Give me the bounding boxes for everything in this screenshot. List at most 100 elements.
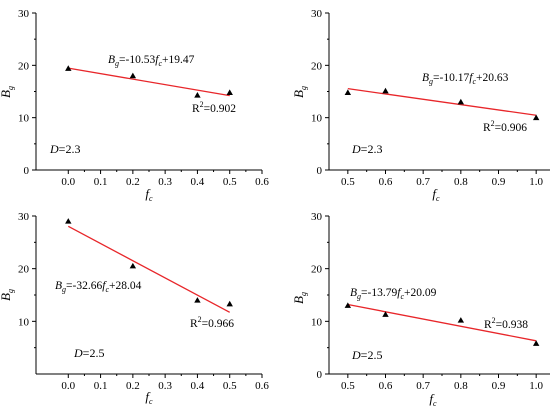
y-axis-label-base: B xyxy=(291,296,306,304)
x-axis-label-sub: c xyxy=(436,194,440,203)
equation-var-sub: c xyxy=(105,285,109,294)
x-tick-label: 0.9 xyxy=(492,176,506,188)
d-value: =2.3 xyxy=(59,142,81,156)
equation-coefficient: =-13.79 xyxy=(361,287,397,299)
data-point xyxy=(226,300,233,307)
x-axis-label: fc xyxy=(145,389,153,406)
x-axis-label-sub: c xyxy=(433,399,437,408)
x-tick-label: 0.6 xyxy=(379,380,393,392)
x-tick-label: 0.5 xyxy=(223,380,237,392)
d-value: =2.3 xyxy=(361,142,383,156)
y-tick-label: 20 xyxy=(311,60,323,72)
y-tick-label: 0 xyxy=(24,165,30,177)
equation-intercept: +20.63 xyxy=(476,72,509,84)
equation-lhs-sub: g xyxy=(429,77,433,86)
x-axis-label-sub: c xyxy=(149,397,153,406)
r-squared-sup: 2 xyxy=(491,119,495,128)
x-axis-label-base: f xyxy=(145,186,151,201)
data-point xyxy=(65,218,72,224)
x-axis-label-base: f xyxy=(429,391,435,406)
r-squared-sup: 2 xyxy=(492,316,496,325)
equation-var-sub: c xyxy=(158,59,162,68)
y-tick-label: 10 xyxy=(311,316,323,328)
y-tick-label: 20 xyxy=(311,264,323,276)
x-tick-label: 0.2 xyxy=(126,380,140,392)
x-tick-label: 0.4 xyxy=(191,380,205,392)
y-tick-label: 30 xyxy=(18,8,30,20)
x-axis-label: fc xyxy=(145,186,153,203)
y-axis-label-sub: g xyxy=(299,292,308,296)
y-tick-label: 0 xyxy=(317,165,323,177)
chart-panel-1: 0.00.10.20.30.40.50.60102030BgfcBg=-10.5… xyxy=(0,8,269,203)
equation-intercept: +28.04 xyxy=(109,280,142,292)
equation-lhs: B xyxy=(350,287,357,299)
equation-coefficient: =-32.66 xyxy=(66,280,102,292)
equation-var: f xyxy=(469,72,474,84)
x-axis-label: fc xyxy=(429,391,437,408)
r-squared-prefix: R xyxy=(190,318,198,330)
r-squared-label: R2=0.906 xyxy=(483,119,527,134)
d-value: =2.5 xyxy=(361,348,383,362)
y-axis-label-base: B xyxy=(0,293,13,301)
x-tick-label: 0.7 xyxy=(416,380,430,392)
x-tick-label: 1.0 xyxy=(529,380,543,392)
equation-coefficient: =-10.53 xyxy=(119,54,155,66)
data-point xyxy=(65,65,72,71)
equation-var: f xyxy=(102,280,107,292)
d-var: D xyxy=(351,348,361,362)
y-tick-label: 20 xyxy=(18,60,30,72)
x-tick-label: 0.9 xyxy=(492,380,506,392)
r-squared-sup: 2 xyxy=(198,315,202,324)
y-tick-label: 20 xyxy=(18,264,30,276)
x-axis-label-base: f xyxy=(145,389,151,404)
x-axis-label-sub: c xyxy=(149,194,153,203)
r-squared-value: =0.966 xyxy=(202,318,235,330)
data-point xyxy=(129,262,137,269)
x-tick-label: 0.6 xyxy=(255,176,269,188)
equation-lhs: B xyxy=(108,54,115,66)
data-point xyxy=(457,98,465,105)
y-axis-label-sub: g xyxy=(6,289,15,293)
y-tick-label: 30 xyxy=(311,211,323,223)
d-var: D xyxy=(73,346,83,360)
equation-var: f xyxy=(397,287,402,299)
equation-lhs: B xyxy=(422,72,429,84)
equation-lhs-sub: g xyxy=(62,285,66,294)
x-tick-label: 0.0 xyxy=(61,380,75,392)
d-var: D xyxy=(49,142,59,156)
y-tick-label: 0 xyxy=(317,369,323,381)
equation-var: f xyxy=(155,54,160,66)
fit-equation: Bg=-32.66fc+28.04 xyxy=(55,280,142,294)
x-axis-label: fc xyxy=(432,186,440,203)
y-tick-label: 10 xyxy=(18,113,30,125)
fit-equation: Bg=-13.79fc+20.09 xyxy=(350,287,437,301)
data-point xyxy=(532,340,540,346)
x-tick-label: 0.8 xyxy=(454,176,468,188)
d-value: =2.5 xyxy=(83,346,105,360)
y-axis-label: Bg xyxy=(0,289,15,301)
y-tick-label: 10 xyxy=(311,113,323,125)
x-tick-label: 0.4 xyxy=(191,176,205,188)
equation-lhs-sub: g xyxy=(115,59,119,68)
equation-lhs: B xyxy=(55,280,62,292)
y-axis-label-base: B xyxy=(291,90,306,98)
y-axis-label: Bg xyxy=(291,86,308,98)
r-squared-label: R2=0.938 xyxy=(484,316,528,331)
y-axis-label: Bg xyxy=(0,86,15,98)
x-tick-label: 0.7 xyxy=(416,176,430,188)
fractal-dimension-label: D=2.3 xyxy=(351,142,382,156)
data-point xyxy=(226,89,233,95)
data-point xyxy=(382,311,389,317)
fit-line xyxy=(68,67,230,97)
r-squared-value: =0.906 xyxy=(495,122,528,134)
y-axis-label-sub: g xyxy=(6,86,15,90)
r-squared-sup: 2 xyxy=(200,100,204,109)
x-tick-label: 0.6 xyxy=(379,176,393,188)
equation-intercept: +19.47 xyxy=(162,54,195,66)
y-axis-label: Bg xyxy=(291,292,308,304)
fit-equation: Bg=-10.17fc+20.63 xyxy=(422,72,509,86)
r-squared-prefix: R xyxy=(484,319,492,331)
chart-panel-4: 0.5 0.6 0.7 0.8 0.9 1.00102030BgfcBg=-13.79fc… xyxy=(291,211,550,408)
data-point xyxy=(457,317,465,323)
